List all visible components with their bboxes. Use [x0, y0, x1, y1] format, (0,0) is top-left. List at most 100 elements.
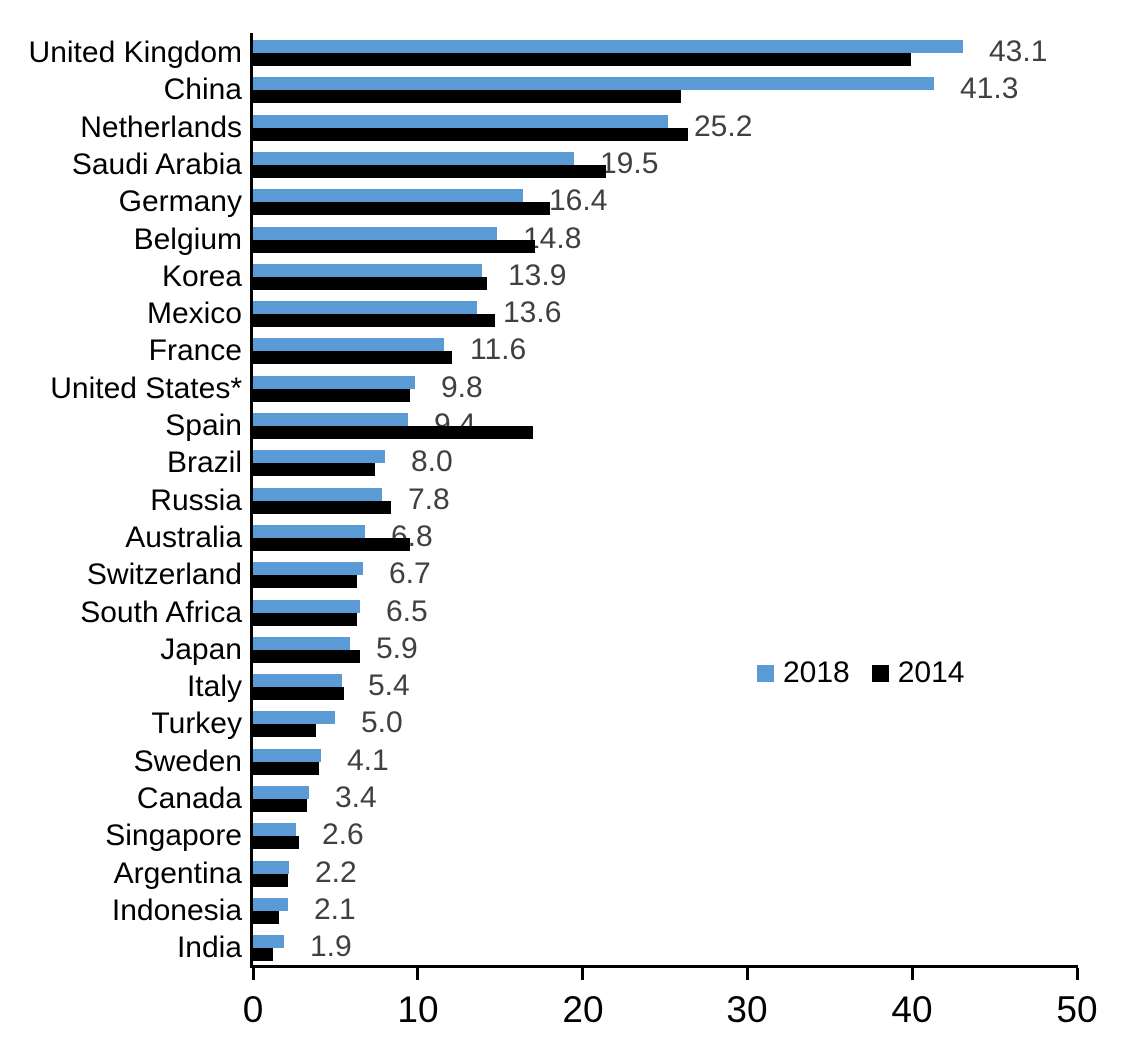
bar-2014	[253, 500, 391, 514]
data-label: 1.9	[310, 930, 352, 964]
legend-label: 2018	[783, 656, 850, 689]
bar-2018	[253, 263, 482, 277]
category-label: Switzerland	[86, 558, 242, 592]
legend-label: 2014	[897, 656, 965, 689]
bar-2018	[253, 189, 523, 203]
x-tick-label: 40	[891, 989, 933, 1030]
data-label: 6.5	[386, 594, 428, 628]
data-label: 19.5	[600, 146, 659, 180]
category-label: United States*	[50, 371, 242, 405]
data-label: 2.6	[322, 818, 364, 852]
bar-2014	[253, 799, 307, 812]
legend-item-2018: 2018	[757, 656, 850, 690]
bar-2014	[253, 426, 533, 439]
data-label: 13.6	[503, 296, 562, 330]
bar-2018	[253, 375, 415, 389]
bar-2018	[253, 524, 365, 538]
bar-2018	[253, 114, 668, 128]
category-label: Saudi Arabia	[71, 147, 242, 181]
legend: 2018 2014	[757, 656, 965, 690]
data-label: 5.0	[361, 706, 403, 740]
bar-2014	[253, 910, 279, 924]
data-label: 9.8	[441, 370, 483, 404]
bar-2018	[253, 599, 360, 613]
bar-2018	[253, 338, 444, 352]
bar-2018	[253, 77, 934, 91]
category-label: France	[148, 334, 242, 368]
bar-2014	[253, 948, 273, 962]
data-label: 3.4	[335, 781, 377, 814]
x-tick	[746, 968, 749, 980]
category-label: Belgium	[133, 222, 242, 256]
bar-2014	[253, 836, 299, 850]
category-label: Russia	[150, 483, 242, 517]
legend-swatch-2018	[757, 664, 774, 682]
x-tick	[416, 968, 419, 980]
bar-2018	[253, 823, 296, 837]
category-label: Canada	[136, 782, 242, 815]
bar-2014	[253, 90, 681, 104]
x-axis-line	[250, 965, 1078, 968]
bar-2018	[253, 711, 335, 725]
category-label: United Kingdom	[28, 36, 242, 69]
bar-2014	[253, 873, 288, 887]
category-label: Sweden	[133, 744, 242, 778]
bar-2014	[253, 612, 357, 626]
category-label: Turkey	[151, 707, 242, 741]
data-label: 13.9	[508, 258, 567, 292]
bar-2014	[253, 164, 606, 178]
category-label: Korea	[161, 259, 242, 293]
bar-2018	[253, 935, 284, 949]
bar-2014	[253, 53, 911, 66]
x-tick-label: 20	[562, 989, 604, 1030]
data-label: 7.8	[408, 482, 450, 516]
bar-2018	[253, 151, 574, 165]
data-label: 25.2	[694, 109, 753, 143]
x-tick	[911, 968, 914, 980]
x-tick	[581, 968, 584, 980]
bar-2018	[253, 226, 497, 240]
x-tick-label: 50	[1056, 989, 1098, 1030]
x-tick-label: 10	[397, 989, 439, 1030]
x-tick	[1076, 968, 1079, 980]
category-label: Singapore	[105, 819, 242, 853]
data-label: 11.6	[470, 333, 527, 367]
data-label: 4.1	[347, 743, 389, 777]
bar-2014	[253, 351, 452, 365]
bar-2018	[253, 450, 385, 464]
x-tick	[252, 968, 255, 980]
category-label: Germany	[118, 185, 242, 219]
bar-2018	[253, 748, 321, 762]
x-tick-label: 30	[726, 989, 768, 1030]
bar-2018	[253, 413, 408, 426]
category-label: Indonesia	[111, 893, 242, 927]
category-label: India	[176, 931, 242, 965]
bar-2014	[253, 388, 410, 402]
bar-2014	[253, 575, 357, 589]
bar-2018	[253, 562, 363, 576]
data-label: 43.1	[989, 35, 1048, 68]
category-label: Italy	[186, 670, 242, 704]
bar-2018	[253, 860, 289, 874]
x-tick-label: 0	[242, 989, 264, 1030]
bar-2018	[253, 40, 963, 53]
data-label: 6.7	[389, 557, 431, 591]
bar-2018	[253, 487, 382, 501]
bar-2014	[253, 761, 319, 775]
bar-2018	[253, 301, 477, 315]
category-label: Australia	[125, 520, 242, 554]
data-label: 5.4	[368, 669, 410, 703]
bar-2014	[253, 314, 495, 328]
bar-2018	[253, 636, 350, 650]
category-label: Mexico	[146, 297, 242, 331]
legend-item-2014: 2014	[871, 656, 965, 690]
category-label: Japan	[160, 632, 242, 666]
category-label: Netherlands	[80, 110, 242, 144]
data-label: 16.4	[549, 184, 608, 218]
bar-2014	[253, 724, 316, 738]
data-label: 2.1	[314, 892, 356, 926]
data-label: 41.3	[960, 72, 1019, 106]
bar-2014	[253, 687, 344, 701]
data-label: 2.2	[315, 855, 357, 889]
